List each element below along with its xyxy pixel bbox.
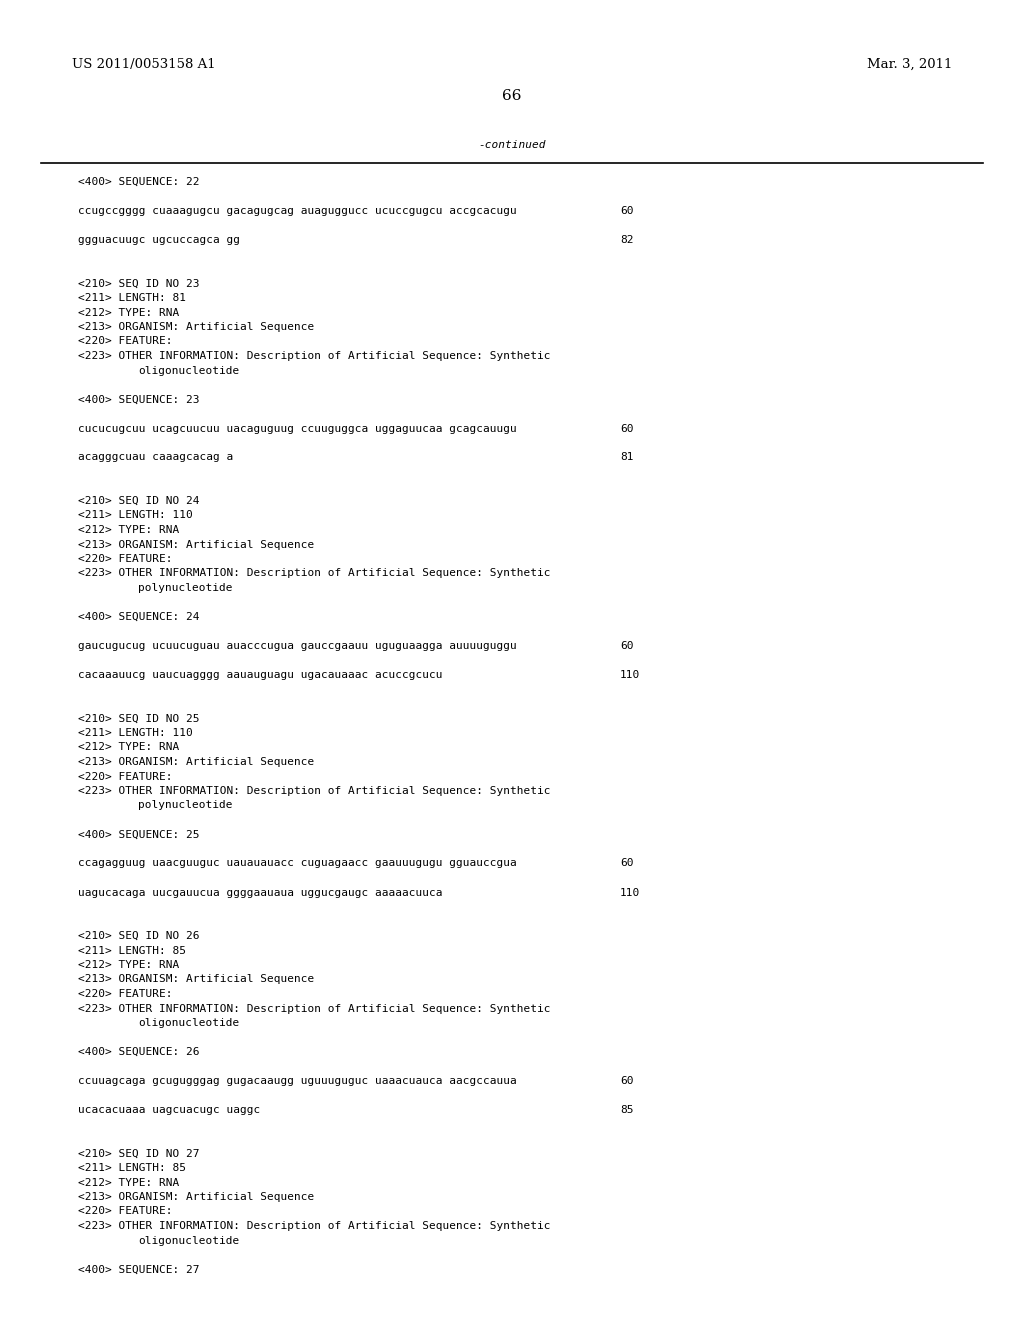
Text: oligonucleotide: oligonucleotide xyxy=(138,1018,240,1028)
Text: <400> SEQUENCE: 26: <400> SEQUENCE: 26 xyxy=(78,1047,200,1057)
Text: 81: 81 xyxy=(620,453,634,462)
Text: <220> FEATURE:: <220> FEATURE: xyxy=(78,554,172,564)
Text: ccugccgggg cuaaagugcu gacagugcag auaguggucc ucuccgugcu accgcacugu: ccugccgggg cuaaagugcu gacagugcag auagugg… xyxy=(78,206,517,216)
Text: <212> TYPE: RNA: <212> TYPE: RNA xyxy=(78,960,179,970)
Text: US 2011/0053158 A1: US 2011/0053158 A1 xyxy=(72,58,216,71)
Text: <220> FEATURE:: <220> FEATURE: xyxy=(78,1206,172,1217)
Text: <223> OTHER INFORMATION: Description of Artificial Sequence: Synthetic: <223> OTHER INFORMATION: Description of … xyxy=(78,1221,551,1232)
Text: 60: 60 xyxy=(620,424,634,433)
Text: 60: 60 xyxy=(620,858,634,869)
Text: 60: 60 xyxy=(620,642,634,651)
Text: ccuuagcaga gcugugggag gugacaaugg uguuuguguc uaaacuauca aacgccauua: ccuuagcaga gcugugggag gugacaaugg uguuugu… xyxy=(78,1076,517,1086)
Text: polynucleotide: polynucleotide xyxy=(138,583,232,593)
Text: <211> LENGTH: 110: <211> LENGTH: 110 xyxy=(78,511,193,520)
Text: oligonucleotide: oligonucleotide xyxy=(138,1236,240,1246)
Text: <223> OTHER INFORMATION: Description of Artificial Sequence: Synthetic: <223> OTHER INFORMATION: Description of … xyxy=(78,1003,551,1014)
Text: oligonucleotide: oligonucleotide xyxy=(138,366,240,375)
Text: ggguacuugc ugcuccagca gg: ggguacuugc ugcuccagca gg xyxy=(78,235,240,246)
Text: <210> SEQ ID NO 23: <210> SEQ ID NO 23 xyxy=(78,279,200,289)
Text: acagggcuau caaagcacag a: acagggcuau caaagcacag a xyxy=(78,453,233,462)
Text: 82: 82 xyxy=(620,235,634,246)
Text: 110: 110 xyxy=(620,671,640,680)
Text: <400> SEQUENCE: 27: <400> SEQUENCE: 27 xyxy=(78,1265,200,1275)
Text: <223> OTHER INFORMATION: Description of Artificial Sequence: Synthetic: <223> OTHER INFORMATION: Description of … xyxy=(78,785,551,796)
Text: <211> LENGTH: 85: <211> LENGTH: 85 xyxy=(78,1163,186,1173)
Text: gaucugucug ucuucuguau auacccugua gauccgaauu uguguaagga auuuuguggu: gaucugucug ucuucuguau auacccugua gauccga… xyxy=(78,642,517,651)
Text: ccagagguug uaacguuguc uauauauacc cuguagaacc gaauuugugu gguauccgua: ccagagguug uaacguuguc uauauauacc cuguaga… xyxy=(78,858,517,869)
Text: <213> ORGANISM: Artificial Sequence: <213> ORGANISM: Artificial Sequence xyxy=(78,1192,314,1203)
Text: 60: 60 xyxy=(620,206,634,216)
Text: <213> ORGANISM: Artificial Sequence: <213> ORGANISM: Artificial Sequence xyxy=(78,756,314,767)
Text: ucacacuaaa uagcuacugc uaggc: ucacacuaaa uagcuacugc uaggc xyxy=(78,1105,260,1115)
Text: <400> SEQUENCE: 23: <400> SEQUENCE: 23 xyxy=(78,395,200,404)
Text: <213> ORGANISM: Artificial Sequence: <213> ORGANISM: Artificial Sequence xyxy=(78,974,314,985)
Text: Mar. 3, 2011: Mar. 3, 2011 xyxy=(866,58,952,71)
Text: <211> LENGTH: 85: <211> LENGTH: 85 xyxy=(78,945,186,956)
Text: 60: 60 xyxy=(620,1076,634,1086)
Text: <212> TYPE: RNA: <212> TYPE: RNA xyxy=(78,742,179,752)
Text: <210> SEQ ID NO 24: <210> SEQ ID NO 24 xyxy=(78,496,200,506)
Text: <212> TYPE: RNA: <212> TYPE: RNA xyxy=(78,1177,179,1188)
Text: <213> ORGANISM: Artificial Sequence: <213> ORGANISM: Artificial Sequence xyxy=(78,540,314,549)
Text: <213> ORGANISM: Artificial Sequence: <213> ORGANISM: Artificial Sequence xyxy=(78,322,314,333)
Text: 85: 85 xyxy=(620,1105,634,1115)
Text: <220> FEATURE:: <220> FEATURE: xyxy=(78,337,172,346)
Text: <220> FEATURE:: <220> FEATURE: xyxy=(78,989,172,999)
Text: <223> OTHER INFORMATION: Description of Artificial Sequence: Synthetic: <223> OTHER INFORMATION: Description of … xyxy=(78,351,551,360)
Text: <211> LENGTH: 110: <211> LENGTH: 110 xyxy=(78,729,193,738)
Text: cucucugcuu ucagcuucuu uacaguguug ccuuguggca uggaguucaa gcagcauugu: cucucugcuu ucagcuucuu uacaguguug ccuugug… xyxy=(78,424,517,433)
Text: <210> SEQ ID NO 27: <210> SEQ ID NO 27 xyxy=(78,1148,200,1159)
Text: <400> SEQUENCE: 22: <400> SEQUENCE: 22 xyxy=(78,177,200,187)
Text: <211> LENGTH: 81: <211> LENGTH: 81 xyxy=(78,293,186,304)
Text: <223> OTHER INFORMATION: Description of Artificial Sequence: Synthetic: <223> OTHER INFORMATION: Description of … xyxy=(78,569,551,578)
Text: cacaaauucg uaucuagggg aauauguagu ugacauaaac acuccgcucu: cacaaauucg uaucuagggg aauauguagu ugacaua… xyxy=(78,671,442,680)
Text: <220> FEATURE:: <220> FEATURE: xyxy=(78,771,172,781)
Text: <210> SEQ ID NO 25: <210> SEQ ID NO 25 xyxy=(78,714,200,723)
Text: <212> TYPE: RNA: <212> TYPE: RNA xyxy=(78,525,179,535)
Text: <210> SEQ ID NO 26: <210> SEQ ID NO 26 xyxy=(78,931,200,941)
Text: polynucleotide: polynucleotide xyxy=(138,800,232,810)
Text: -continued: -continued xyxy=(478,140,546,150)
Text: 110: 110 xyxy=(620,887,640,898)
Text: <400> SEQUENCE: 24: <400> SEQUENCE: 24 xyxy=(78,612,200,622)
Text: uagucacaga uucgauucua ggggaauaua uggucgaugc aaaaacuuca: uagucacaga uucgauucua ggggaauaua uggucga… xyxy=(78,887,442,898)
Text: <212> TYPE: RNA: <212> TYPE: RNA xyxy=(78,308,179,318)
Text: 66: 66 xyxy=(502,88,522,103)
Text: <400> SEQUENCE: 25: <400> SEQUENCE: 25 xyxy=(78,829,200,840)
